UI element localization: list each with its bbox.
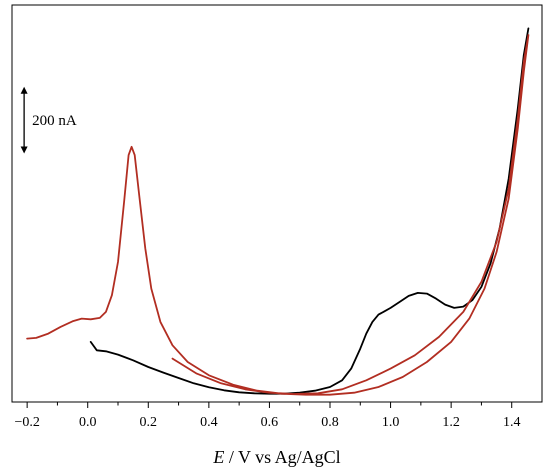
x-axis-label-symbol: E <box>212 447 224 467</box>
series-line-2 <box>26 34 530 396</box>
scale-bar: 200 nA <box>20 86 77 154</box>
x-tick-label: 0.0 <box>79 415 97 430</box>
scale-bar-label: 200 nA <box>32 113 77 129</box>
x-axis-ticks <box>26 402 513 408</box>
x-tick-label: 0.4 <box>200 415 218 430</box>
scale-bar-arrow-down <box>20 146 28 154</box>
data-series <box>26 27 530 396</box>
x-tick-label: 1.4 <box>503 415 521 430</box>
series-line-1 <box>89 27 530 395</box>
x-axis-label: E / V vs Ag/AgCl <box>212 447 340 467</box>
x-tick-label: 1.0 <box>382 415 400 430</box>
plot-frame <box>11 4 543 403</box>
x-axis-tick-labels: −0.2 0.0 0.2 0.4 0.6 0.8 1.0 1.2 1.4 <box>14 415 520 430</box>
x-tick-label: 0.2 <box>140 415 158 430</box>
x-tick-label: 0.6 <box>261 415 279 430</box>
x-tick-label: 0.8 <box>321 415 339 430</box>
scale-bar-arrow-up <box>20 86 28 94</box>
x-axis-label-text: / V vs Ag/AgCl <box>224 447 340 467</box>
x-tick-label: 1.2 <box>442 415 460 430</box>
x-tick-label: −0.2 <box>14 415 39 430</box>
